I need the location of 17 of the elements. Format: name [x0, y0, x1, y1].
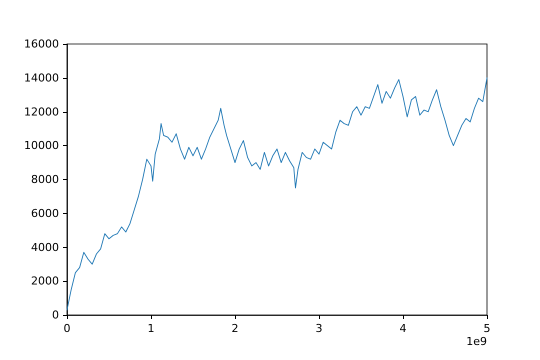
x-tick-label: 3	[316, 322, 322, 335]
y-tick-label: 16000	[24, 38, 59, 50]
y-tick-label: 8000	[31, 173, 59, 186]
y-tick-label: 14000	[24, 71, 59, 84]
y-tick-label: 12000	[24, 105, 59, 118]
x-tick-label: 1	[148, 322, 154, 335]
y-tick-label: 10000	[24, 139, 59, 152]
x-tick-label: 0	[64, 322, 70, 335]
line-series	[66, 77, 488, 310]
text: 1e9	[466, 335, 487, 348]
x-tick-label: 5	[484, 322, 490, 335]
y-tick-label: 4000	[31, 240, 59, 254]
x-tick-label: 2	[232, 322, 238, 335]
y-tick-label: 6000	[31, 206, 59, 220]
y-tick-label: 0	[52, 308, 59, 322]
x-tick-label: 4	[400, 322, 406, 335]
y-tick-label: 2000	[31, 274, 59, 288]
